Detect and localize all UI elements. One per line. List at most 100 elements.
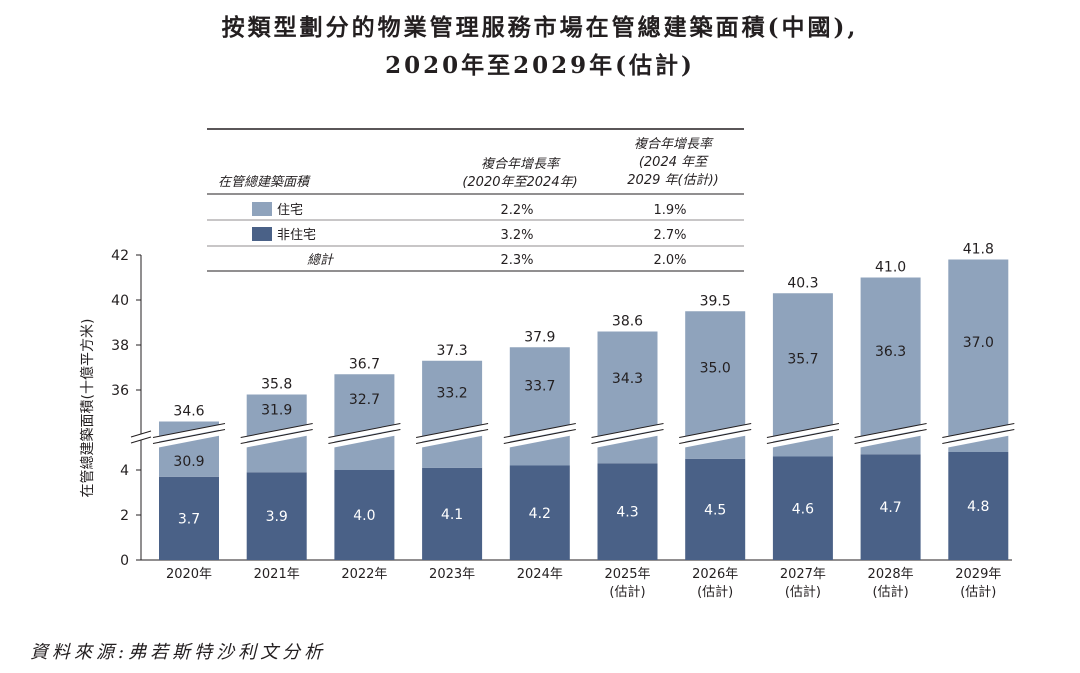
break-gap [678,429,752,449]
table-header-cagr-2024-2029: 複合年增長率 [634,136,714,152]
break-gap [854,423,928,443]
x-tick-label: (估計) [609,584,645,600]
label-residential: 37.0 [963,335,994,351]
x-tick-label: (估計) [697,584,733,600]
label-residential: 36.3 [875,344,906,360]
break-mark [240,423,313,438]
label-total: 35.8 [261,377,292,393]
x-tick-label: (估計) [873,584,909,600]
break-gap [503,423,577,443]
table-cagr-2020-2024: 3.2% [500,228,533,243]
legend-label: 住宅 [277,203,303,218]
bar-residential-lower [860,448,921,455]
source-note: 資料來源:弗若斯特沙利文分析 [30,642,327,663]
break-gap [854,429,928,449]
bar-residential-lower [772,448,833,457]
break-gap [678,423,752,443]
x-tick-label: (估計) [785,584,821,600]
table-header-measure: 在管總建築面積 [218,175,311,190]
break-mark [416,429,489,444]
bar-non-residential [509,465,570,560]
label-non-residential: 3.9 [266,509,288,525]
x-tick-label: 2026年 [692,567,738,582]
break-gap [327,423,401,443]
legend-swatch [252,227,272,241]
label-non-residential: 4.1 [441,507,463,523]
break-gap [240,429,314,449]
bar-residential-upper [772,293,833,424]
bar-non-residential [246,472,307,560]
bar-residential-lower [509,448,570,466]
bar-residential-upper [334,374,395,424]
axis-break-mark [130,436,152,444]
break-mark [679,429,752,444]
bar-residential-upper [860,277,921,424]
bar-residential-upper [948,259,1009,424]
break-mark [766,423,839,438]
table-cagr-2020-2024: 2.3% [500,253,533,268]
break-mark [328,423,401,438]
x-axis-labels: 2020年 2021年 2022年 2023年 2024年 2025年 (估計) 2026年 (… [166,567,1001,600]
y-tick-label: 2 [120,508,129,524]
bar-residential-upper [685,311,746,424]
x-tick-label: 2022年 [341,567,387,582]
bar-non-residential [772,456,833,560]
label-residential: 33.7 [524,379,555,395]
bars: 3.7 30.9 34.6 3.9 31.9 35.8 4.0 32.7 36.7 4.1 33.2… [152,242,1015,560]
label-non-residential: 3.7 [178,511,200,527]
y-tick-label: 36 [111,383,129,399]
break-mark [679,423,752,438]
y-tick-label: 0 [120,553,129,569]
label-non-residential: 4.7 [879,500,901,516]
label-total: 40.3 [787,275,818,291]
y-axis-title: 在管總建築面積(十億平方米) [79,319,96,498]
break-gap [941,423,1015,443]
break-mark [328,429,401,444]
bar-residential-lower [246,448,307,473]
label-residential: 35.7 [787,352,818,368]
break-gap [941,429,1015,449]
break-mark [503,423,576,438]
y-tick-label: 40 [111,293,129,309]
x-tick-label: 2029年 [955,567,1001,582]
x-tick-label: 2028年 [868,567,914,582]
x-tick-label: 2024年 [517,567,563,582]
break-mark [152,423,226,438]
bar-residential-upper [597,331,658,424]
break-mark [240,429,313,444]
bar-non-residential [159,476,219,560]
label-non-residential: 4.8 [967,499,989,515]
break-gap [327,429,401,449]
break-gap [591,429,664,449]
label-total: 39.5 [700,293,731,309]
x-tick-label: 2025年 [604,567,650,582]
break-gap [240,423,314,443]
bar-non-residential [422,467,483,560]
label-residential: 33.2 [437,385,468,401]
table-cagr-2020-2024: 2.2% [500,203,533,218]
break-mark [942,423,1015,438]
break-mark [503,429,576,444]
bar-residential-lower [159,448,219,477]
bar-non-residential [334,470,395,560]
y-tick-label: 42 [111,248,129,264]
break-mark [854,429,927,444]
break-mark [766,429,839,444]
x-tick-label: 2020年 [166,567,212,582]
break-gap [415,423,489,443]
bar-residential-lower [334,448,395,470]
y-tick-label: 4 [120,463,129,479]
label-total: 34.6 [173,404,204,420]
table-total-label: 總計 [307,253,335,268]
x-tick-label: (估計) [960,584,996,600]
label-total: 41.0 [875,260,906,276]
table-header-cagr-2020-2024: 複合年增長率 [481,156,561,172]
break-gap [152,429,226,449]
label-total: 37.3 [437,343,468,359]
label-total: 38.6 [612,314,643,330]
label-non-residential: 4.3 [616,505,638,521]
label-non-residential: 4.5 [704,502,726,518]
table-cagr-2024-2029: 2.0% [653,253,686,268]
label-residential: 31.9 [261,402,292,418]
